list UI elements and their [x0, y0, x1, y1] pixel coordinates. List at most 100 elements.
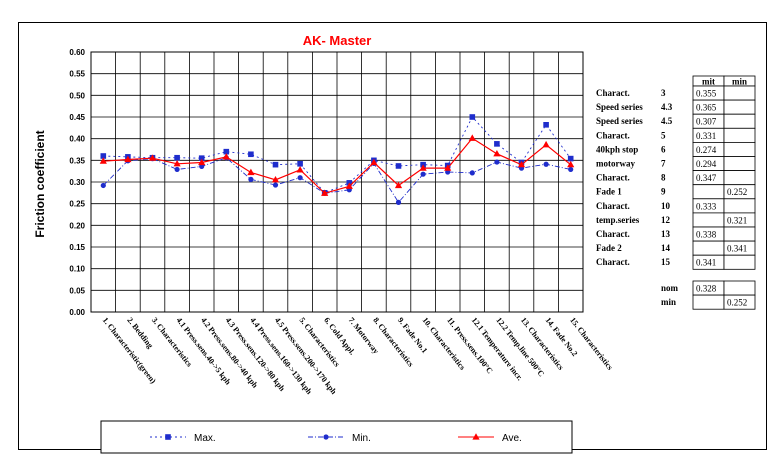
data-point	[247, 168, 255, 176]
table-row-number: 5	[661, 130, 666, 140]
series-line	[102, 157, 571, 204]
table-row-label: Charact.	[596, 257, 630, 267]
data-point	[567, 160, 575, 168]
data-point	[444, 164, 452, 171]
table-header-mit: mit	[702, 77, 715, 87]
data-point	[198, 155, 205, 161]
table-cell-mit: 0.365	[696, 103, 717, 113]
data-point	[248, 176, 254, 182]
series-layer	[99, 114, 575, 205]
y-tick-label: 0.20	[69, 221, 85, 230]
table-cell	[723, 156, 756, 172]
y-axis-label: Friction coefficient	[33, 130, 47, 237]
table-row-number: 4.5	[661, 116, 673, 126]
series-ave	[99, 134, 575, 196]
table-cell-mit: 0.274	[696, 145, 717, 155]
data-point	[370, 158, 378, 166]
legend-marker	[323, 434, 329, 440]
data-point	[543, 161, 549, 167]
data-point	[494, 159, 500, 165]
table-row-label: temp.series	[596, 215, 640, 225]
data-point	[272, 161, 279, 168]
data-point	[296, 166, 304, 173]
table-cell	[723, 113, 756, 129]
table-cell-mit: 0.341	[696, 258, 716, 268]
table-cell	[692, 212, 725, 228]
data-point	[542, 140, 550, 148]
y-tick-label: 0.10	[69, 265, 85, 274]
data-point	[99, 157, 107, 164]
x-category-label: 15. Characteristics	[568, 316, 614, 372]
table-cell-mit: 0.331	[696, 131, 716, 141]
table-cell	[692, 184, 725, 200]
data-point	[469, 170, 475, 176]
table-cell	[723, 127, 756, 143]
table-row-label: Fade 1	[596, 187, 622, 197]
data-point	[174, 166, 180, 173]
series-line	[103, 137, 572, 194]
data-point	[297, 161, 303, 167]
legend: Max. Min. Ave.	[100, 420, 573, 454]
table-row-number: 12	[661, 215, 671, 225]
y-tick-label: 0.35	[69, 156, 85, 165]
table-row-number: 3	[661, 88, 666, 98]
table-cell	[723, 254, 756, 270]
data-point	[124, 155, 132, 163]
data-point	[395, 199, 402, 205]
series-line	[103, 116, 572, 194]
y-tick-label: 0.30	[69, 178, 85, 187]
table-cell-mit: 0.347	[696, 173, 717, 183]
data-point	[567, 155, 574, 162]
table-cell-mit: 0.338	[696, 230, 717, 240]
table-cell-min: 0.341	[727, 244, 747, 254]
table-row-label: motorway	[596, 159, 635, 169]
table-row-label: Charact.	[596, 173, 630, 183]
value-table: mit min Charact. 3 0.355 Speed series 4.3 0.365…	[596, 75, 756, 310]
y-tick-label: 0.60	[69, 48, 85, 57]
grid	[90, 51, 584, 313]
y-tick-label: 0.00	[69, 308, 85, 317]
table-row-number: 15	[661, 257, 671, 267]
y-tick-label: 0.45	[69, 113, 85, 122]
table-cell	[723, 198, 756, 214]
data-point	[148, 154, 157, 161]
x-category-label: 10. Characteristics	[421, 316, 467, 372]
y-axis-ticks: 0.00 0.05 0.10 0.15 0.20 0.25 0.30 0.35 0.40 0.45…	[69, 48, 85, 317]
table-cell	[723, 226, 756, 242]
data-point	[395, 163, 402, 169]
table-row-label: Speed series	[596, 116, 643, 126]
table-cell-mit: 0.355	[696, 89, 717, 99]
table-row-number: 10	[661, 201, 671, 211]
legend-marker	[472, 433, 480, 440]
table-cell-mit: 0.333	[696, 201, 717, 211]
legend-label: Ave.	[502, 433, 522, 444]
data-point	[568, 166, 574, 173]
table-row-number: 6	[661, 144, 666, 154]
x-category-label: 11. Press.sens.100°C	[445, 316, 495, 376]
table-row-label: Charact.	[596, 201, 630, 211]
data-point	[198, 158, 206, 166]
table-header-min: min	[732, 77, 747, 87]
data-point	[493, 150, 501, 157]
y-tick-label: 0.40	[69, 135, 85, 144]
table-cell-min: 0.321	[727, 215, 747, 225]
data-point	[297, 175, 303, 181]
table-cell	[723, 85, 756, 101]
data-point	[420, 171, 426, 177]
y-tick-label: 0.25	[69, 200, 85, 209]
table-summary-cell	[692, 294, 725, 310]
table-row-label: Fade 2	[596, 243, 622, 253]
table-cell	[723, 99, 756, 115]
legend-label: Max.	[194, 433, 216, 444]
table-row-label: Speed series	[596, 102, 643, 112]
data-point	[100, 182, 106, 189]
data-point	[469, 114, 476, 120]
data-point	[494, 141, 500, 147]
table-summary-cell	[723, 280, 756, 296]
data-point	[174, 154, 180, 161]
data-point	[173, 160, 181, 167]
data-point	[223, 148, 230, 155]
data-point	[272, 182, 279, 188]
data-point	[248, 151, 254, 158]
